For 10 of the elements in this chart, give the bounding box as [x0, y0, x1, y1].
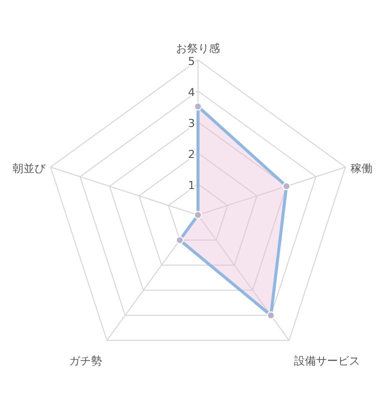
y-tick-label: 4 [188, 86, 195, 99]
y-tick-label: 5 [188, 55, 195, 68]
y-tick-label: 2 [188, 148, 195, 161]
spoke-label: お祭り感 [176, 42, 220, 55]
spoke-label: 設備サービス [294, 354, 360, 368]
y-tick-label: 3 [188, 117, 195, 130]
y-tick-label: 1 [188, 179, 195, 192]
spoke-label: 朝並び [12, 162, 47, 176]
spoke-label: 稼働 [350, 162, 372, 176]
spoke-label: ガチ勢 [68, 354, 102, 368]
